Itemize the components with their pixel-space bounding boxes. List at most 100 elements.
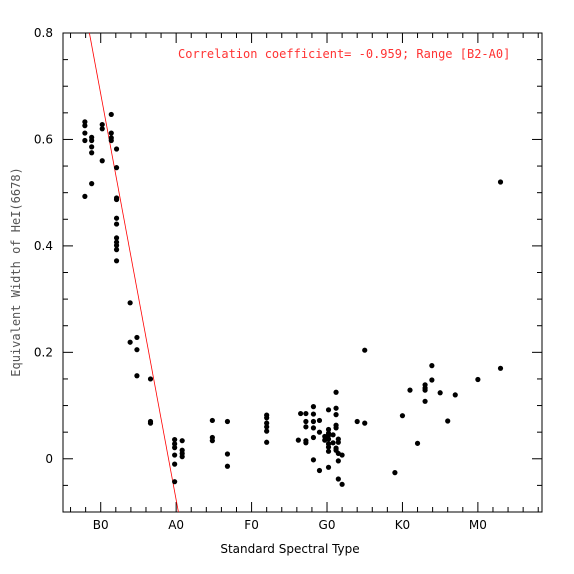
data-point — [325, 448, 332, 454]
data-point — [295, 437, 301, 443]
data-point — [303, 410, 309, 417]
data-point — [172, 461, 178, 467]
axis-ticks — [63, 32, 542, 513]
data-point — [108, 111, 114, 118]
y-tick-label: 0.2 — [34, 345, 53, 359]
data-point — [113, 258, 120, 264]
data-point — [113, 165, 120, 171]
data-point — [392, 470, 398, 476]
x-tick-label: A0 — [168, 518, 184, 532]
data-point — [127, 300, 133, 306]
data-point — [335, 439, 341, 445]
data-point — [264, 420, 270, 426]
x-axis-label: Standard Spectral Type — [220, 542, 359, 556]
y-tick-label: 0 — [45, 452, 53, 466]
data-point — [362, 347, 368, 353]
data-point — [339, 452, 345, 458]
data-points — [82, 111, 504, 487]
data-point — [497, 179, 504, 185]
data-point — [224, 451, 231, 457]
data-point — [172, 437, 178, 443]
data-point — [209, 417, 215, 424]
data-point — [333, 405, 339, 411]
data-point — [113, 146, 120, 152]
data-point — [422, 398, 428, 404]
data-point — [134, 373, 140, 379]
data-point — [172, 441, 178, 447]
fit-line — [89, 32, 179, 513]
data-point — [113, 242, 120, 248]
data-point — [172, 479, 178, 485]
data-point — [330, 440, 336, 446]
data-point — [134, 347, 140, 353]
data-point — [89, 150, 95, 156]
data-point — [224, 418, 231, 425]
data-point — [333, 425, 339, 431]
chart-annotation: Correlation coefficient= -0.959; Range [… — [178, 47, 510, 61]
data-point — [325, 432, 332, 438]
data-point — [422, 387, 428, 393]
data-point — [452, 392, 458, 398]
data-point — [82, 123, 88, 129]
x-tick-label: B0 — [93, 518, 109, 532]
data-point — [333, 389, 339, 395]
data-point — [82, 137, 88, 144]
x-tick-label: F0 — [244, 518, 259, 532]
data-point — [113, 196, 120, 203]
data-point — [429, 377, 435, 383]
tick-labels: B0 A0 F0 G0 K0 M0 0 0.2 0.4 0.6 0.8 — [34, 26, 487, 532]
fit-line-layer — [89, 32, 179, 513]
data-point — [333, 412, 339, 418]
y-tick-label: 0.4 — [34, 239, 53, 253]
data-point — [325, 407, 332, 413]
data-point — [316, 467, 323, 474]
data-point — [303, 424, 309, 430]
data-point — [303, 440, 309, 446]
data-point — [354, 418, 360, 425]
data-point — [82, 193, 88, 199]
y-tick-label: 0.6 — [34, 132, 53, 146]
data-point — [172, 445, 178, 451]
data-point — [316, 429, 323, 435]
data-point — [325, 426, 332, 433]
data-point — [310, 404, 317, 410]
data-point — [310, 425, 317, 431]
data-point — [310, 434, 317, 441]
data-point — [99, 126, 105, 132]
data-point — [89, 144, 95, 150]
x-tick-label: G0 — [319, 518, 336, 532]
data-point — [325, 436, 332, 442]
y-axis-label: Equivalent Width of HeI(6678) — [9, 167, 23, 377]
data-point — [264, 428, 270, 434]
data-point — [89, 181, 95, 187]
data-point — [113, 235, 120, 241]
plot-frame — [62, 32, 543, 513]
data-point — [437, 390, 443, 396]
data-point — [303, 418, 309, 425]
data-point — [310, 457, 317, 463]
data-point — [82, 119, 88, 125]
data-point — [316, 417, 323, 424]
data-point — [298, 410, 304, 417]
data-point — [108, 130, 114, 136]
data-point — [179, 454, 185, 460]
data-point — [89, 137, 95, 144]
data-point — [179, 438, 185, 444]
data-point — [429, 363, 435, 369]
data-point — [339, 481, 345, 487]
data-point — [99, 158, 105, 164]
data-point — [209, 438, 215, 444]
data-point — [134, 334, 140, 341]
data-point — [497, 365, 504, 371]
x-tick-label: K0 — [395, 518, 411, 532]
data-point — [335, 458, 341, 464]
data-point — [224, 463, 231, 469]
data-point — [407, 387, 413, 393]
data-point — [99, 121, 105, 128]
data-point — [264, 439, 270, 445]
data-point — [127, 339, 133, 345]
data-point — [414, 440, 421, 446]
data-point — [445, 418, 451, 424]
data-point — [325, 464, 332, 470]
data-point — [310, 411, 317, 417]
